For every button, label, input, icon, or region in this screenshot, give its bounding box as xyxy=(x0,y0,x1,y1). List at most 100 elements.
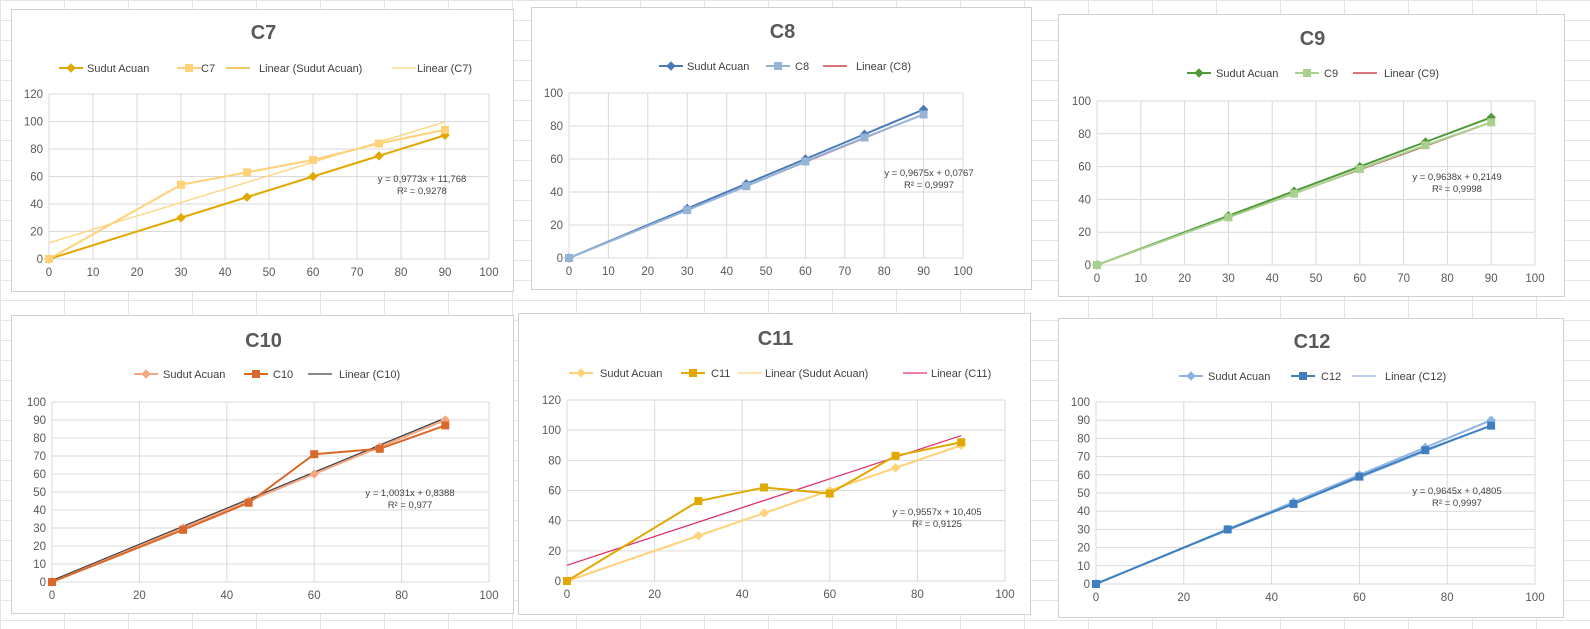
legend-item[interactable]: C10 xyxy=(244,369,293,381)
data-point[interactable] xyxy=(801,157,810,166)
y-tick-label: 40 xyxy=(1078,194,1091,206)
data-point[interactable] xyxy=(48,578,56,586)
legend-item[interactable]: C11 xyxy=(681,368,730,380)
series-line-sudut-acuan[interactable] xyxy=(48,134,446,260)
x-tick-label: 40 xyxy=(1265,592,1278,604)
legend-item[interactable]: Sudut Acuan xyxy=(134,369,225,381)
legend-item[interactable]: Linear (C12) xyxy=(1352,371,1446,383)
data-point[interactable] xyxy=(1092,580,1100,588)
data-point[interactable] xyxy=(45,255,53,263)
data-point[interactable] xyxy=(1487,421,1496,430)
legend-item[interactable]: Sudut Acuan xyxy=(659,61,749,73)
y-tick-label: 60 xyxy=(550,154,563,166)
data-point[interactable] xyxy=(1355,165,1364,174)
legend-item[interactable]: Linear (Sudut Acuan) xyxy=(226,63,362,75)
series-line-c7[interactable] xyxy=(48,128,446,260)
series-line-sudut-acuan[interactable] xyxy=(1096,116,1492,266)
data-point[interactable] xyxy=(1093,261,1101,269)
legend-item[interactable]: C8 xyxy=(766,61,809,73)
chart-panel-c12[interactable]: C12 0 20 40 60 80 100 0 10 20 30 40 50 60 70 80 90 100 Sud… xyxy=(1058,318,1564,618)
series-line-sudut-acuan[interactable] xyxy=(568,108,924,259)
data-point[interactable] xyxy=(308,171,318,182)
legend-marker[interactable] xyxy=(66,63,76,73)
y-tick-label: 90 xyxy=(33,415,46,427)
series-line-c8[interactable] xyxy=(568,113,924,259)
legend-marker[interactable] xyxy=(185,64,193,72)
data-point[interactable] xyxy=(1355,472,1364,481)
data-point[interactable] xyxy=(179,525,188,534)
data-point[interactable] xyxy=(244,498,253,507)
y-tick-label: 50 xyxy=(1077,488,1090,500)
legend-marker[interactable] xyxy=(1303,69,1311,77)
trendline-equation: y = 0,9675x + 0,0767 xyxy=(884,168,973,179)
data-point[interactable] xyxy=(441,125,449,134)
legend-item[interactable]: C7 xyxy=(177,63,215,75)
data-point[interactable] xyxy=(693,531,704,541)
series-line-sudut-acuan[interactable] xyxy=(51,419,446,583)
legend-marker[interactable] xyxy=(576,368,586,378)
legend-marker[interactable] xyxy=(1299,372,1307,380)
legend-item[interactable]: Linear (C10) xyxy=(308,369,400,381)
data-point[interactable] xyxy=(890,463,901,473)
data-point[interactable] xyxy=(242,192,252,202)
data-point[interactable] xyxy=(374,151,384,161)
data-point[interactable] xyxy=(1289,499,1298,508)
data-point[interactable] xyxy=(919,110,928,119)
chart-panel-c10[interactable]: C10 0 20 40 60 80 100 0 10 20 30 40 50 60 70 80 90 100 Sud… xyxy=(11,315,514,614)
data-point[interactable] xyxy=(860,133,869,142)
chart-panel-c8[interactable]: C8 0 10 20 30 40 50 60 70 80 90 100 0 20 40 60 80 100 Sudu… xyxy=(531,7,1032,290)
legend-marker[interactable] xyxy=(252,370,260,378)
legend-item[interactable]: Sudut Acuan xyxy=(59,63,149,75)
data-point[interactable] xyxy=(683,206,692,215)
data-point[interactable] xyxy=(176,213,186,223)
legend-marker[interactable] xyxy=(141,369,151,379)
series-line-c12[interactable] xyxy=(1095,424,1492,585)
legend-marker[interactable] xyxy=(666,61,676,71)
data-point[interactable] xyxy=(891,451,900,460)
data-point[interactable] xyxy=(177,180,185,189)
chart-panel-c11[interactable]: C11 0 20 40 60 80 100 0 20 40 60 80 100 120 Sudut Acua… xyxy=(518,313,1031,615)
data-point[interactable] xyxy=(1421,446,1430,455)
data-point[interactable] xyxy=(1223,525,1232,534)
data-point[interactable] xyxy=(1224,213,1233,222)
legend-item[interactable]: Linear (C7) xyxy=(392,63,472,75)
data-point[interactable] xyxy=(243,168,251,177)
legend-item[interactable]: Linear (C9) xyxy=(1353,68,1439,80)
data-point[interactable] xyxy=(759,508,769,518)
legend-marker[interactable] xyxy=(1194,68,1204,78)
legend-item[interactable]: C12 xyxy=(1291,371,1341,383)
data-point[interactable] xyxy=(694,497,703,506)
series-line-c11[interactable] xyxy=(566,441,962,582)
x-tick-label: 40 xyxy=(720,266,733,278)
data-point[interactable] xyxy=(563,577,571,585)
series-line-sudut-acuan[interactable] xyxy=(566,444,962,582)
data-point[interactable] xyxy=(375,139,383,148)
data-point[interactable] xyxy=(565,254,573,262)
legend-item[interactable]: Linear (Sudut Acuan) xyxy=(738,368,868,380)
data-point[interactable] xyxy=(309,156,317,164)
data-point[interactable] xyxy=(760,483,769,492)
legend-marker[interactable] xyxy=(1186,371,1196,381)
data-point[interactable] xyxy=(310,450,319,459)
data-point[interactable] xyxy=(375,444,384,453)
series-line-c9[interactable] xyxy=(1096,121,1492,266)
data-point[interactable] xyxy=(441,421,450,430)
data-point[interactable] xyxy=(1421,141,1430,150)
data-point[interactable] xyxy=(957,438,966,447)
data-point[interactable] xyxy=(742,182,751,191)
legend-item[interactable]: C9 xyxy=(1295,68,1338,80)
legend-item[interactable]: Sudut Acuan xyxy=(569,368,662,380)
chart-panel-c9[interactable]: C9 0 10 20 30 40 50 60 70 80 90 100 0 20 40 60 80 100 Sudu… xyxy=(1058,14,1565,297)
data-point[interactable] xyxy=(825,489,834,498)
data-point[interactable] xyxy=(309,469,319,479)
legend-marker[interactable] xyxy=(689,369,697,377)
legend-marker[interactable] xyxy=(774,62,782,70)
legend-item[interactable]: Linear (C11) xyxy=(903,368,991,380)
data-point[interactable] xyxy=(1487,118,1496,127)
data-point[interactable] xyxy=(1290,189,1299,198)
legend-item[interactable]: Linear (C8) xyxy=(823,61,911,73)
legend-item[interactable]: Sudut Acuan xyxy=(1187,68,1278,80)
chart-panel-c7[interactable]: C7 0 10 20 30 40 50 60 70 80 90 100 0 20 40 60 80 100 120 S… xyxy=(11,9,514,292)
series-line-c10[interactable] xyxy=(51,424,446,583)
legend-item[interactable]: Sudut Acuan xyxy=(1179,371,1270,383)
